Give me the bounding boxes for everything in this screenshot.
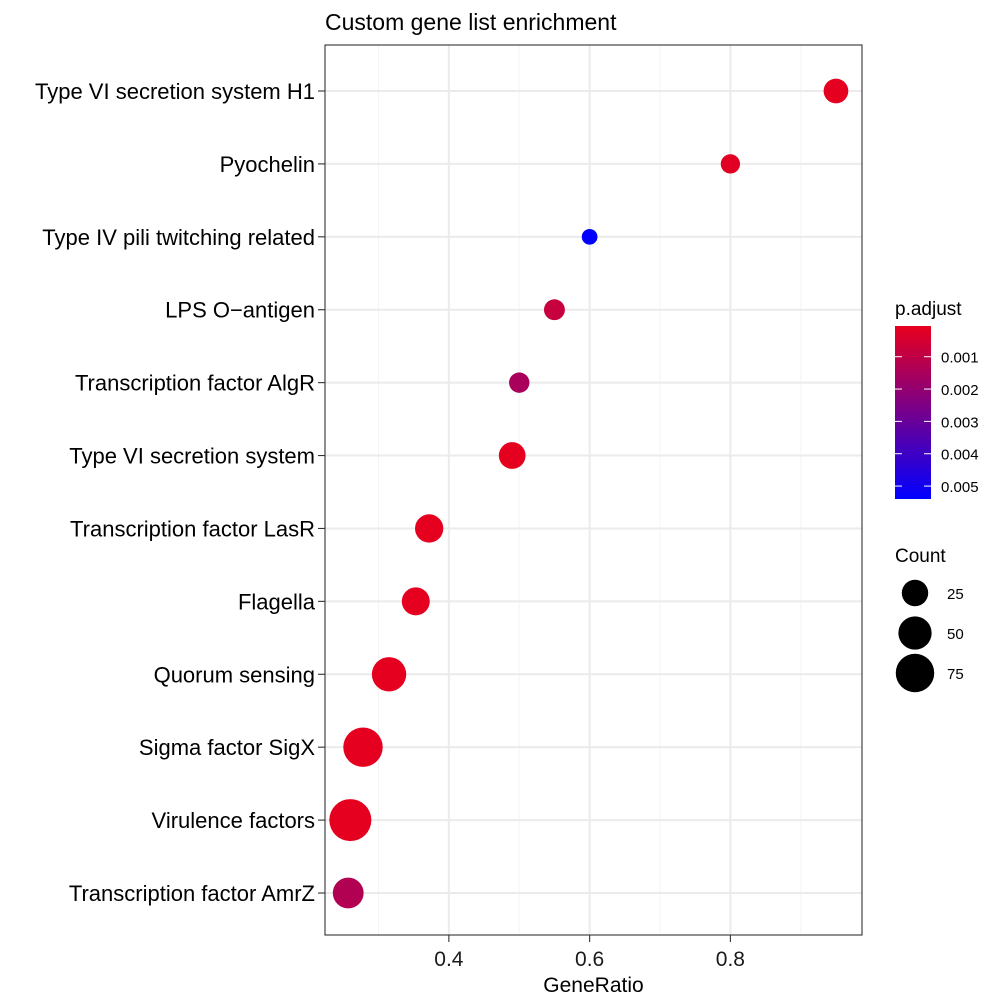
colorbar-tick-label: 0.003 (941, 414, 979, 431)
data-point (371, 657, 407, 692)
x-axis: 0.4 0.6 0.8 (434, 935, 745, 971)
colorbar-tick-label: 0.001 (941, 350, 979, 367)
y-tick-label: Pyochelin (220, 152, 315, 177)
legend-count-label: 75 (947, 666, 964, 683)
x-axis-label: GeneRatio (543, 974, 643, 997)
legend-p-adjust: p.adjust 0.001 0.002 0.003 0.004 0.005 (895, 299, 979, 499)
colorbar-tick-label: 0.005 (941, 479, 979, 496)
y-tick-label: Type VI secretion system (69, 444, 315, 469)
y-tick-label: Transcription factor LasR (70, 516, 315, 541)
y-tick-label: Sigma factor SigX (139, 735, 315, 760)
y-tick-label: Quorum sensing (154, 662, 315, 687)
legend-p-adjust-colorbar (895, 326, 931, 499)
data-point (823, 78, 849, 104)
legend-count-title: Count (895, 546, 946, 567)
chart-title: Custom gene list enrichment (325, 9, 617, 35)
data-point (543, 299, 565, 321)
y-tick-label: Type IV pili twitching related (42, 225, 315, 250)
y-tick-label: Transcription factor AmrZ (69, 881, 315, 906)
plot-panel (324, 44, 863, 936)
legend-p-adjust-ticks: 0.001 0.002 0.003 0.004 0.005 (895, 350, 979, 496)
data-point (329, 799, 372, 842)
y-tick-label: Type VI secretion system H1 (35, 79, 315, 104)
x-tick-label: 0.6 (575, 948, 604, 971)
y-axis: Type VI secretion system H1 Pyochelin Type… (35, 79, 325, 906)
data-points (329, 78, 849, 909)
y-tick-label: Flagella (238, 589, 316, 614)
legend-count: Count 25 50 75 (895, 546, 964, 693)
data-point (509, 372, 530, 393)
data-point (343, 727, 383, 767)
legend-count-label: 50 (947, 626, 964, 643)
legend-p-adjust-title: p.adjust (895, 299, 962, 320)
x-tick-label: 0.8 (716, 948, 745, 971)
colorbar-tick-label: 0.004 (941, 447, 979, 464)
y-tick-label: Transcription factor AlgR (75, 371, 315, 396)
data-point (332, 877, 364, 909)
legend-count-dot (895, 653, 935, 693)
colorbar-tick-label: 0.002 (941, 382, 979, 399)
legend-count-items: 25 50 75 (895, 579, 964, 693)
grid-minor (377, 45, 802, 935)
data-point (581, 228, 598, 245)
data-point (720, 154, 741, 174)
grid-major (325, 45, 862, 935)
data-point (401, 587, 430, 616)
data-point (415, 514, 444, 543)
y-tick-label: LPS O−antigen (165, 298, 315, 323)
data-point (498, 442, 526, 469)
y-tick-label: Virulence factors (152, 808, 315, 833)
x-tick-label: 0.4 (434, 948, 464, 971)
legend-count-label: 25 (947, 586, 964, 603)
legend-count-dot (898, 616, 932, 650)
legend-count-dot (901, 579, 929, 607)
panel-border (324, 44, 863, 936)
